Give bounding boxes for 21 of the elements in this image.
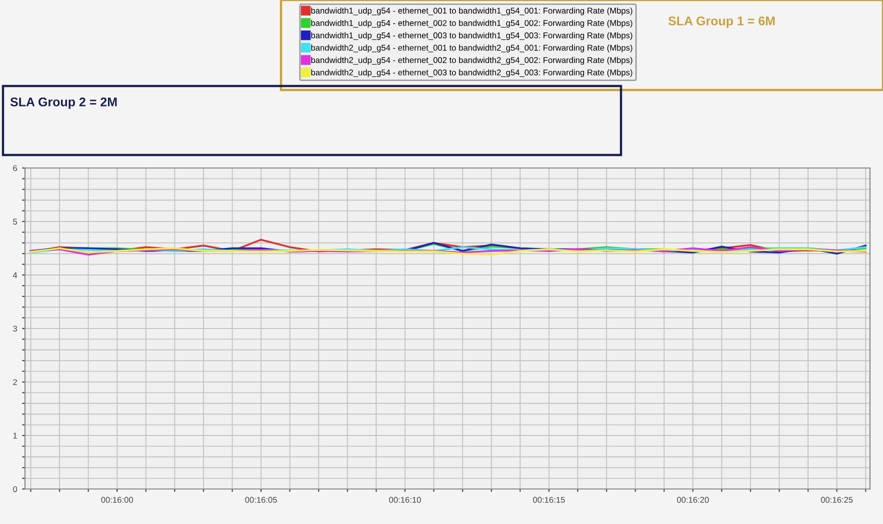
- y-tick-label: 3: [13, 326, 17, 332]
- x-tick-label: 00:16:15: [533, 496, 565, 503]
- x-tick-label: 00:16:00: [101, 496, 133, 503]
- y-tick-label: 4: [12, 272, 18, 278]
- legend-label: bandwidth1_udp_g54 - ethernet_001 to bandwidth1_g54_001: Forwarding Rate (Mbps): [311, 8, 632, 16]
- legend-label: bandwidth2_udp_g54 - ethernet_003 to bandwidth2_g54_003: Forwarding Rate (Mbps): [311, 69, 632, 78]
- x-tick-label: 00:16:25: [820, 496, 853, 503]
- legend-label: bandwidth1_udp_g54 - ethernet_002 to bandwidth1_g54_002: Forwarding Rate (Mbps): [311, 20, 632, 28]
- y-tick-label: 0: [13, 486, 18, 492]
- text: SLA Group 1 = 6M: [668, 16, 775, 28]
- y-tick-label: 2: [13, 379, 17, 386]
- legend-label: bandwidth1_udp_g54 - ethernet_003 to bandwidth1_g54_003: Forwarding Rate (Mbps): [311, 32, 632, 40]
- x-tick-label: 00:16:10: [389, 496, 421, 503]
- legend-label: bandwidth2_udp_g54 - ethernet_001 to bandwidth2_g54_001: Forwarding Rate (Mbps): [311, 44, 632, 52]
- legend-label: bandwidth2_udp_g54 - ethernet_002 to bandwidth2_g54_002: Forwarding Rate (Mbps): [311, 56, 632, 65]
- y-tick-label: 6: [13, 165, 17, 172]
- x-tick-label: 00:16:20: [677, 496, 709, 503]
- x-tick-label: 00:16:05: [245, 496, 277, 503]
- y-tick-label: 1: [13, 432, 17, 439]
- y-tick-label: 5: [13, 218, 18, 225]
- text: SLA Group 2 = 2M: [10, 98, 117, 109]
